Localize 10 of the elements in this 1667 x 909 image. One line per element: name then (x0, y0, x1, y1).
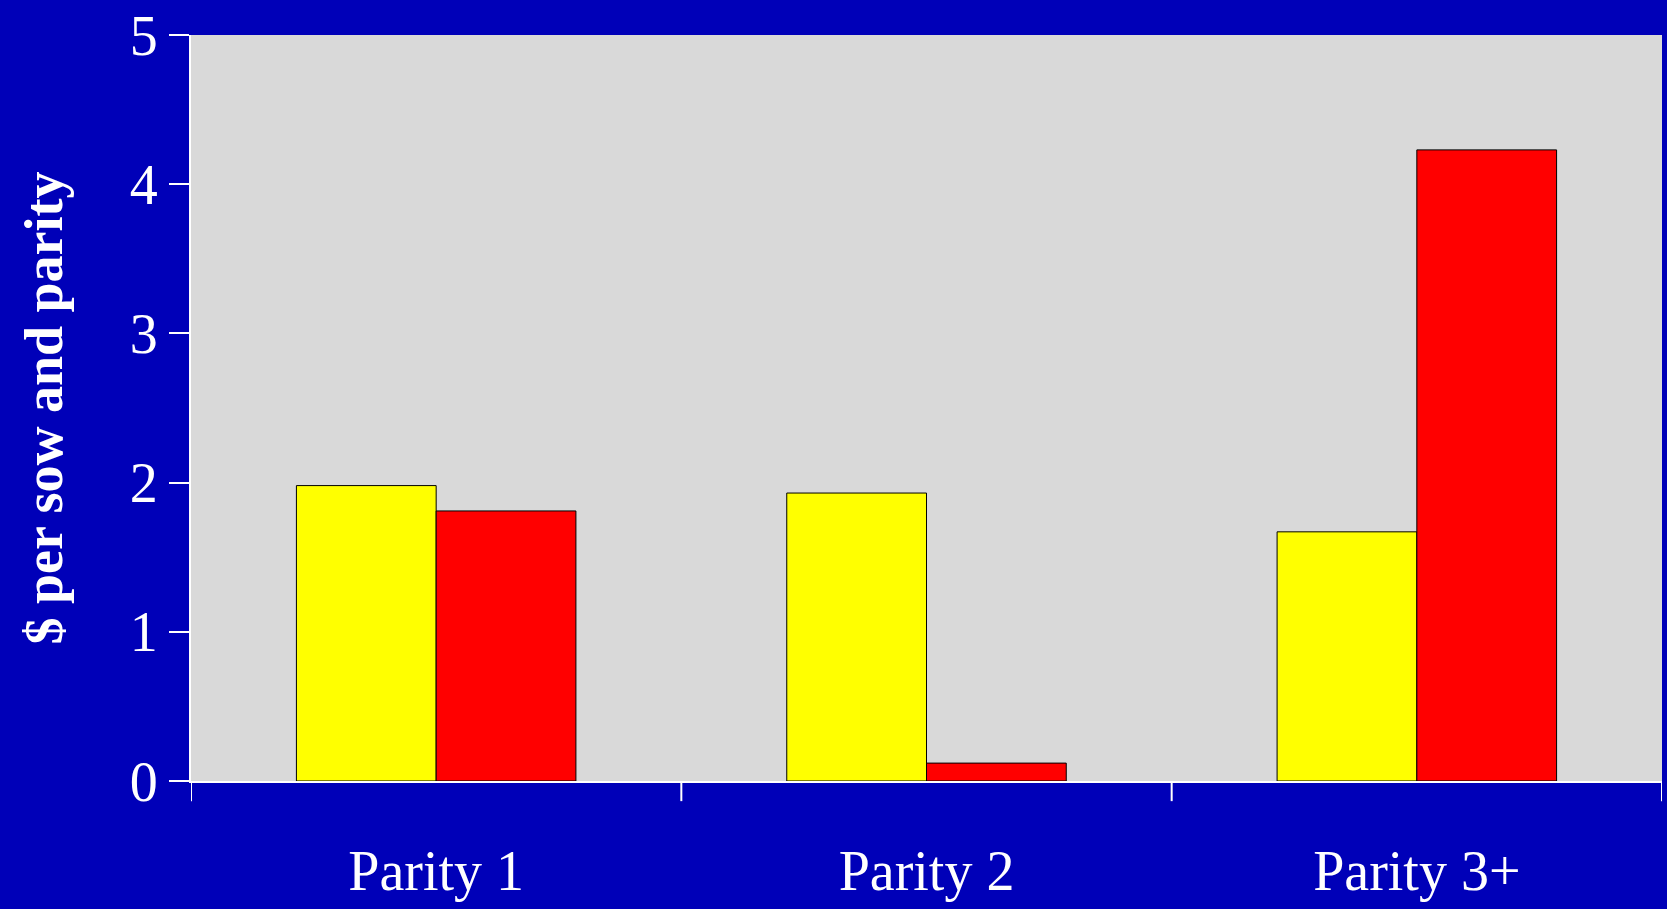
y-tick-label: 5 (129, 4, 158, 67)
y-tick-label: 1 (129, 601, 158, 664)
x-tick-label: Parity 1 (348, 840, 525, 903)
y-tick-label: 4 (129, 153, 158, 216)
x-tick-label: Parity 2 (838, 840, 1015, 903)
y-axis-title: $ per sow and parity (13, 171, 74, 645)
y-tick-label: 3 (129, 303, 158, 365)
y-tick-label: 2 (129, 452, 158, 515)
x-tick-label: Parity 3+ (1313, 840, 1521, 903)
y-tick-label: 0 (129, 750, 158, 813)
